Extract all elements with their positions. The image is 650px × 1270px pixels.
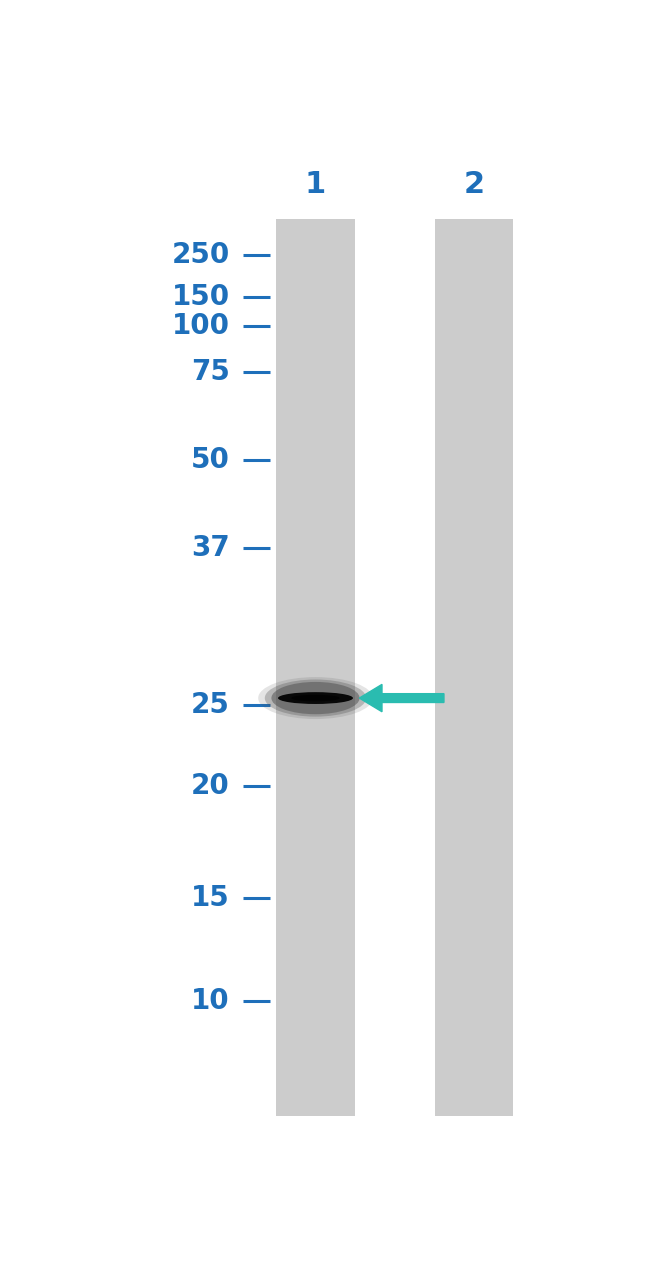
Text: 10: 10	[191, 987, 230, 1015]
Text: 20: 20	[191, 772, 230, 800]
Ellipse shape	[291, 695, 340, 701]
Text: 250: 250	[172, 241, 230, 269]
Text: 25: 25	[191, 691, 230, 719]
Text: 150: 150	[172, 283, 230, 311]
Ellipse shape	[258, 677, 373, 719]
Text: 100: 100	[172, 312, 230, 340]
Text: 75: 75	[191, 358, 230, 386]
Bar	[435, 218, 514, 1115]
Text: 2: 2	[463, 170, 485, 199]
Text: 37: 37	[191, 535, 230, 563]
Text: 15: 15	[191, 884, 230, 912]
Ellipse shape	[278, 692, 353, 704]
Ellipse shape	[272, 682, 359, 714]
Text: 50: 50	[191, 447, 230, 475]
FancyArrow shape	[359, 685, 444, 711]
Bar	[276, 218, 354, 1115]
Ellipse shape	[265, 679, 366, 716]
Text: 1: 1	[305, 170, 326, 199]
